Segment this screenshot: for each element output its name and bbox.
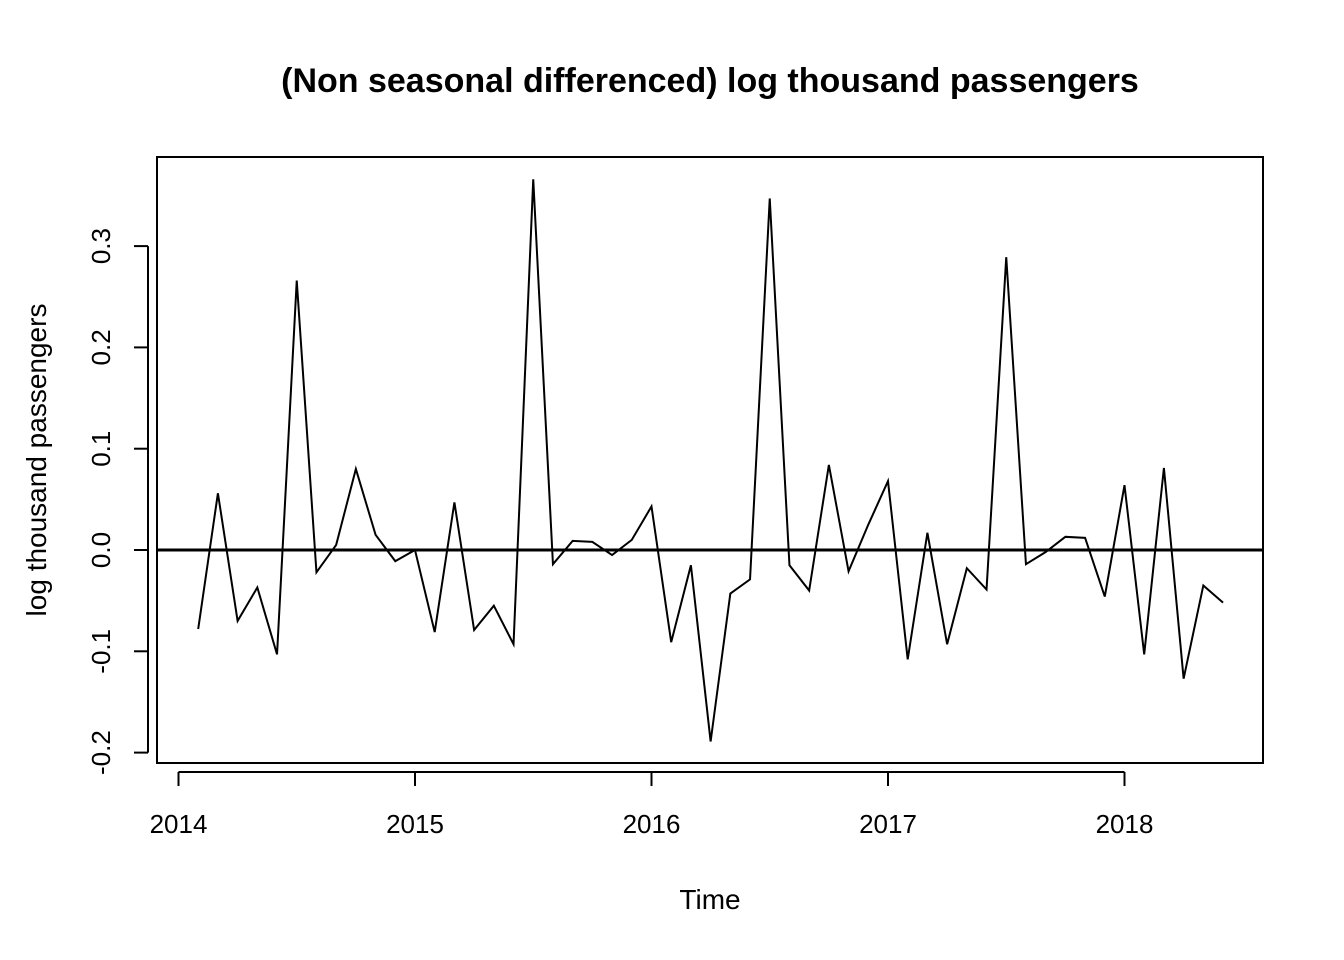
y-axis-label: log thousand passengers [21, 304, 52, 617]
y-tick-label: 0.0 [86, 532, 116, 568]
x-tick-label: 2016 [623, 809, 681, 839]
x-axis: 2014 2015 2016 2017 2018 [150, 771, 1154, 839]
x-axis-label: Time [679, 884, 740, 915]
chart-title: (Non seasonal differenced) log thousand … [281, 62, 1139, 100]
y-tick-label: -0.1 [86, 629, 116, 674]
x-tick-label: 2018 [1096, 809, 1154, 839]
y-tick-label: 0.2 [86, 329, 116, 365]
series-layer [197, 179, 1224, 742]
y-tick-label: 0.1 [86, 431, 116, 467]
x-tick-label: 2015 [386, 809, 444, 839]
x-tick-label: 2017 [859, 809, 917, 839]
x-tick-label: 2014 [150, 809, 208, 839]
y-axis: -0.2 -0.1 0.0 0.1 0.2 0.3 [86, 228, 149, 775]
y-tick-label: -0.2 [86, 730, 116, 775]
y-tick-label: 0.3 [86, 228, 116, 264]
series-line [197, 179, 1224, 742]
plot-frame [156, 156, 1264, 764]
